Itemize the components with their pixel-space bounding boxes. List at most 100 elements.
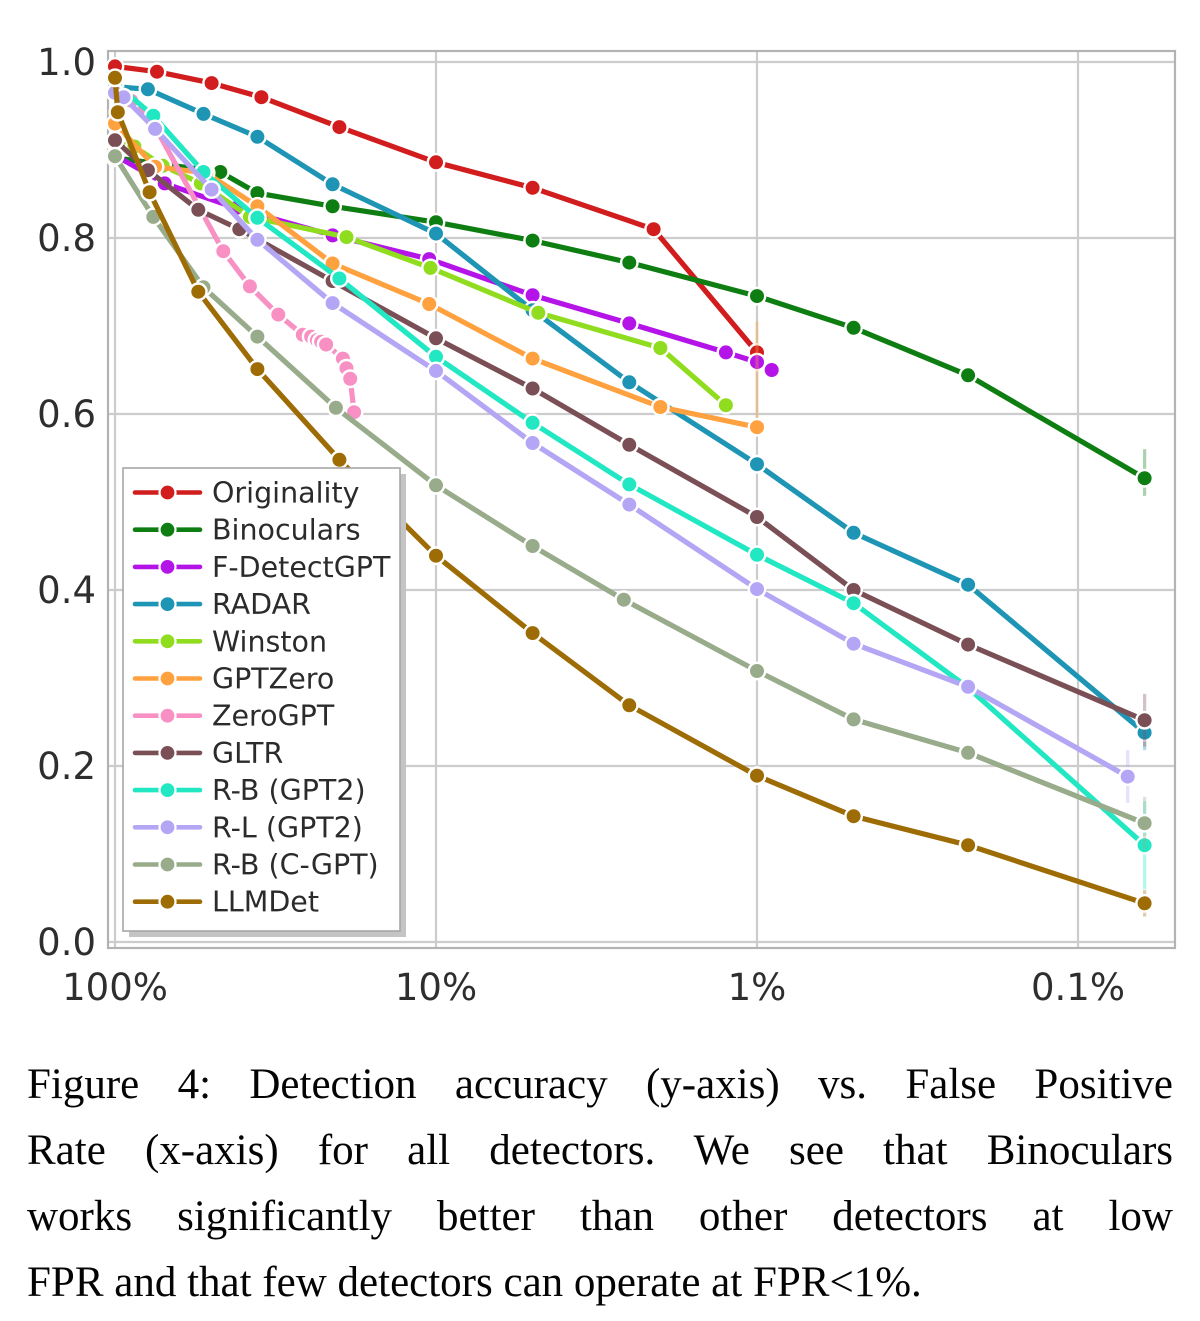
series-line bbox=[112, 153, 1148, 826]
legend-marker-sample bbox=[158, 594, 177, 614]
data-point-marker bbox=[247, 230, 267, 250]
data-point-marker bbox=[523, 379, 542, 398]
legend: Originality Binoculars F-DetectGPT RADAR Win… bbox=[122, 467, 406, 937]
data-point-marker bbox=[1135, 893, 1155, 913]
data-point-marker bbox=[958, 575, 978, 595]
data-point-marker bbox=[337, 227, 356, 247]
data-point-marker bbox=[844, 593, 863, 613]
data-point-marker bbox=[958, 635, 978, 654]
data-point-marker bbox=[240, 276, 260, 296]
legend-item-gltr: GLTR bbox=[132, 737, 283, 770]
series-r-l-gpt2 bbox=[105, 83, 1138, 803]
legend-marker-sample bbox=[158, 632, 177, 651]
series-line bbox=[112, 152, 775, 373]
data-point-marker bbox=[523, 536, 542, 556]
data-point-marker bbox=[419, 294, 439, 314]
legend-marker-sample bbox=[158, 855, 177, 874]
data-point-marker bbox=[247, 359, 267, 379]
data-point-marker bbox=[716, 395, 736, 415]
data-point-marker bbox=[323, 174, 342, 194]
data-point-marker bbox=[644, 219, 663, 239]
legend-marker-sample bbox=[158, 892, 177, 911]
legend-item-winston: Winston bbox=[132, 625, 327, 658]
y-tick-label: 0.8 bbox=[37, 217, 96, 260]
data-point-marker bbox=[1135, 835, 1155, 855]
series-zerogpt bbox=[105, 83, 364, 422]
data-point-marker bbox=[523, 178, 542, 198]
data-point-marker bbox=[1135, 710, 1155, 730]
data-point-marker bbox=[747, 545, 767, 565]
data-point-marker bbox=[426, 361, 446, 381]
data-point-marker bbox=[323, 293, 342, 313]
data-point-marker bbox=[426, 328, 446, 348]
legend-label: LLMDet bbox=[212, 886, 319, 919]
legend-label: Binoculars bbox=[212, 514, 361, 547]
data-point-marker bbox=[329, 450, 349, 470]
legend-label: RADAR bbox=[212, 588, 311, 621]
data-point-marker bbox=[145, 119, 165, 139]
legend-label: R-L (GPT2) bbox=[212, 811, 363, 844]
y-tick-label: 0.6 bbox=[37, 393, 96, 436]
y-tick-label: 0.0 bbox=[37, 921, 96, 964]
data-point-marker bbox=[421, 258, 440, 278]
legend-item-f-detectgpt: F-DetectGPT bbox=[132, 551, 391, 584]
data-point-marker bbox=[523, 433, 542, 453]
data-point-marker bbox=[329, 117, 349, 137]
legend-label: F-DetectGPT bbox=[212, 551, 391, 584]
data-point-marker bbox=[247, 127, 267, 147]
data-point-marker bbox=[316, 335, 336, 354]
data-point-marker bbox=[747, 766, 767, 786]
legend-marker-sample bbox=[158, 557, 177, 577]
series-r-b-c-gpt bbox=[105, 146, 1155, 850]
data-point-marker bbox=[1118, 767, 1138, 786]
data-point-marker bbox=[105, 68, 125, 88]
legend-marker-sample bbox=[158, 520, 177, 539]
data-point-marker bbox=[651, 397, 670, 417]
data-point-marker bbox=[426, 475, 446, 495]
data-point-marker bbox=[202, 73, 222, 93]
data-point-marker bbox=[105, 146, 125, 166]
x-tick-label: 10% bbox=[395, 966, 477, 1009]
data-point-marker bbox=[619, 695, 639, 715]
legend-item-gptzero: GPTZero bbox=[132, 663, 334, 696]
data-point-marker bbox=[426, 152, 446, 172]
data-point-marker bbox=[426, 224, 446, 244]
data-point-marker bbox=[105, 130, 125, 150]
data-point-marker bbox=[619, 474, 639, 494]
data-point-marker bbox=[747, 417, 767, 437]
legend-marker-sample bbox=[158, 780, 177, 800]
data-point-marker bbox=[619, 435, 639, 455]
data-point-marker bbox=[188, 282, 208, 302]
data-point-marker bbox=[716, 342, 736, 362]
data-point-marker bbox=[528, 303, 548, 323]
data-point-marker bbox=[844, 710, 863, 729]
data-point-marker bbox=[247, 327, 267, 346]
data-point-marker bbox=[747, 286, 767, 306]
series-line bbox=[112, 83, 1148, 736]
legend-item-llmdet: LLMDet bbox=[132, 886, 319, 919]
data-point-marker bbox=[762, 360, 782, 380]
legend-marker-sample bbox=[158, 669, 177, 688]
legend-marker-sample bbox=[158, 706, 177, 725]
series-line bbox=[112, 137, 1148, 723]
data-point-marker bbox=[326, 398, 346, 418]
legend-label: ZeroGPT bbox=[212, 700, 335, 733]
figure-caption: Figure 4: Detection accuracy (y-axis) vs… bbox=[0, 1052, 1200, 1316]
caption-line-4: FPR and that few detectors can operate a… bbox=[27, 1259, 922, 1306]
data-point-marker bbox=[251, 87, 271, 107]
data-point-marker bbox=[958, 835, 978, 855]
caption-line-1: Figure 4: Detection accuracy (y-axis) vs… bbox=[27, 1061, 1173, 1108]
data-point-marker bbox=[140, 182, 160, 202]
data-point-marker bbox=[958, 677, 978, 697]
data-point-marker bbox=[844, 318, 863, 338]
data-point-marker bbox=[194, 104, 213, 124]
data-point-marker bbox=[844, 806, 863, 826]
data-point-marker bbox=[844, 634, 863, 654]
y-tick-label: 0.2 bbox=[37, 745, 96, 788]
legend-label: GLTR bbox=[212, 737, 283, 770]
legend-marker-sample bbox=[158, 743, 177, 763]
caption-line-2: Rate (x-axis) for all detectors. We see … bbox=[27, 1127, 1173, 1174]
data-point-marker bbox=[202, 180, 222, 200]
